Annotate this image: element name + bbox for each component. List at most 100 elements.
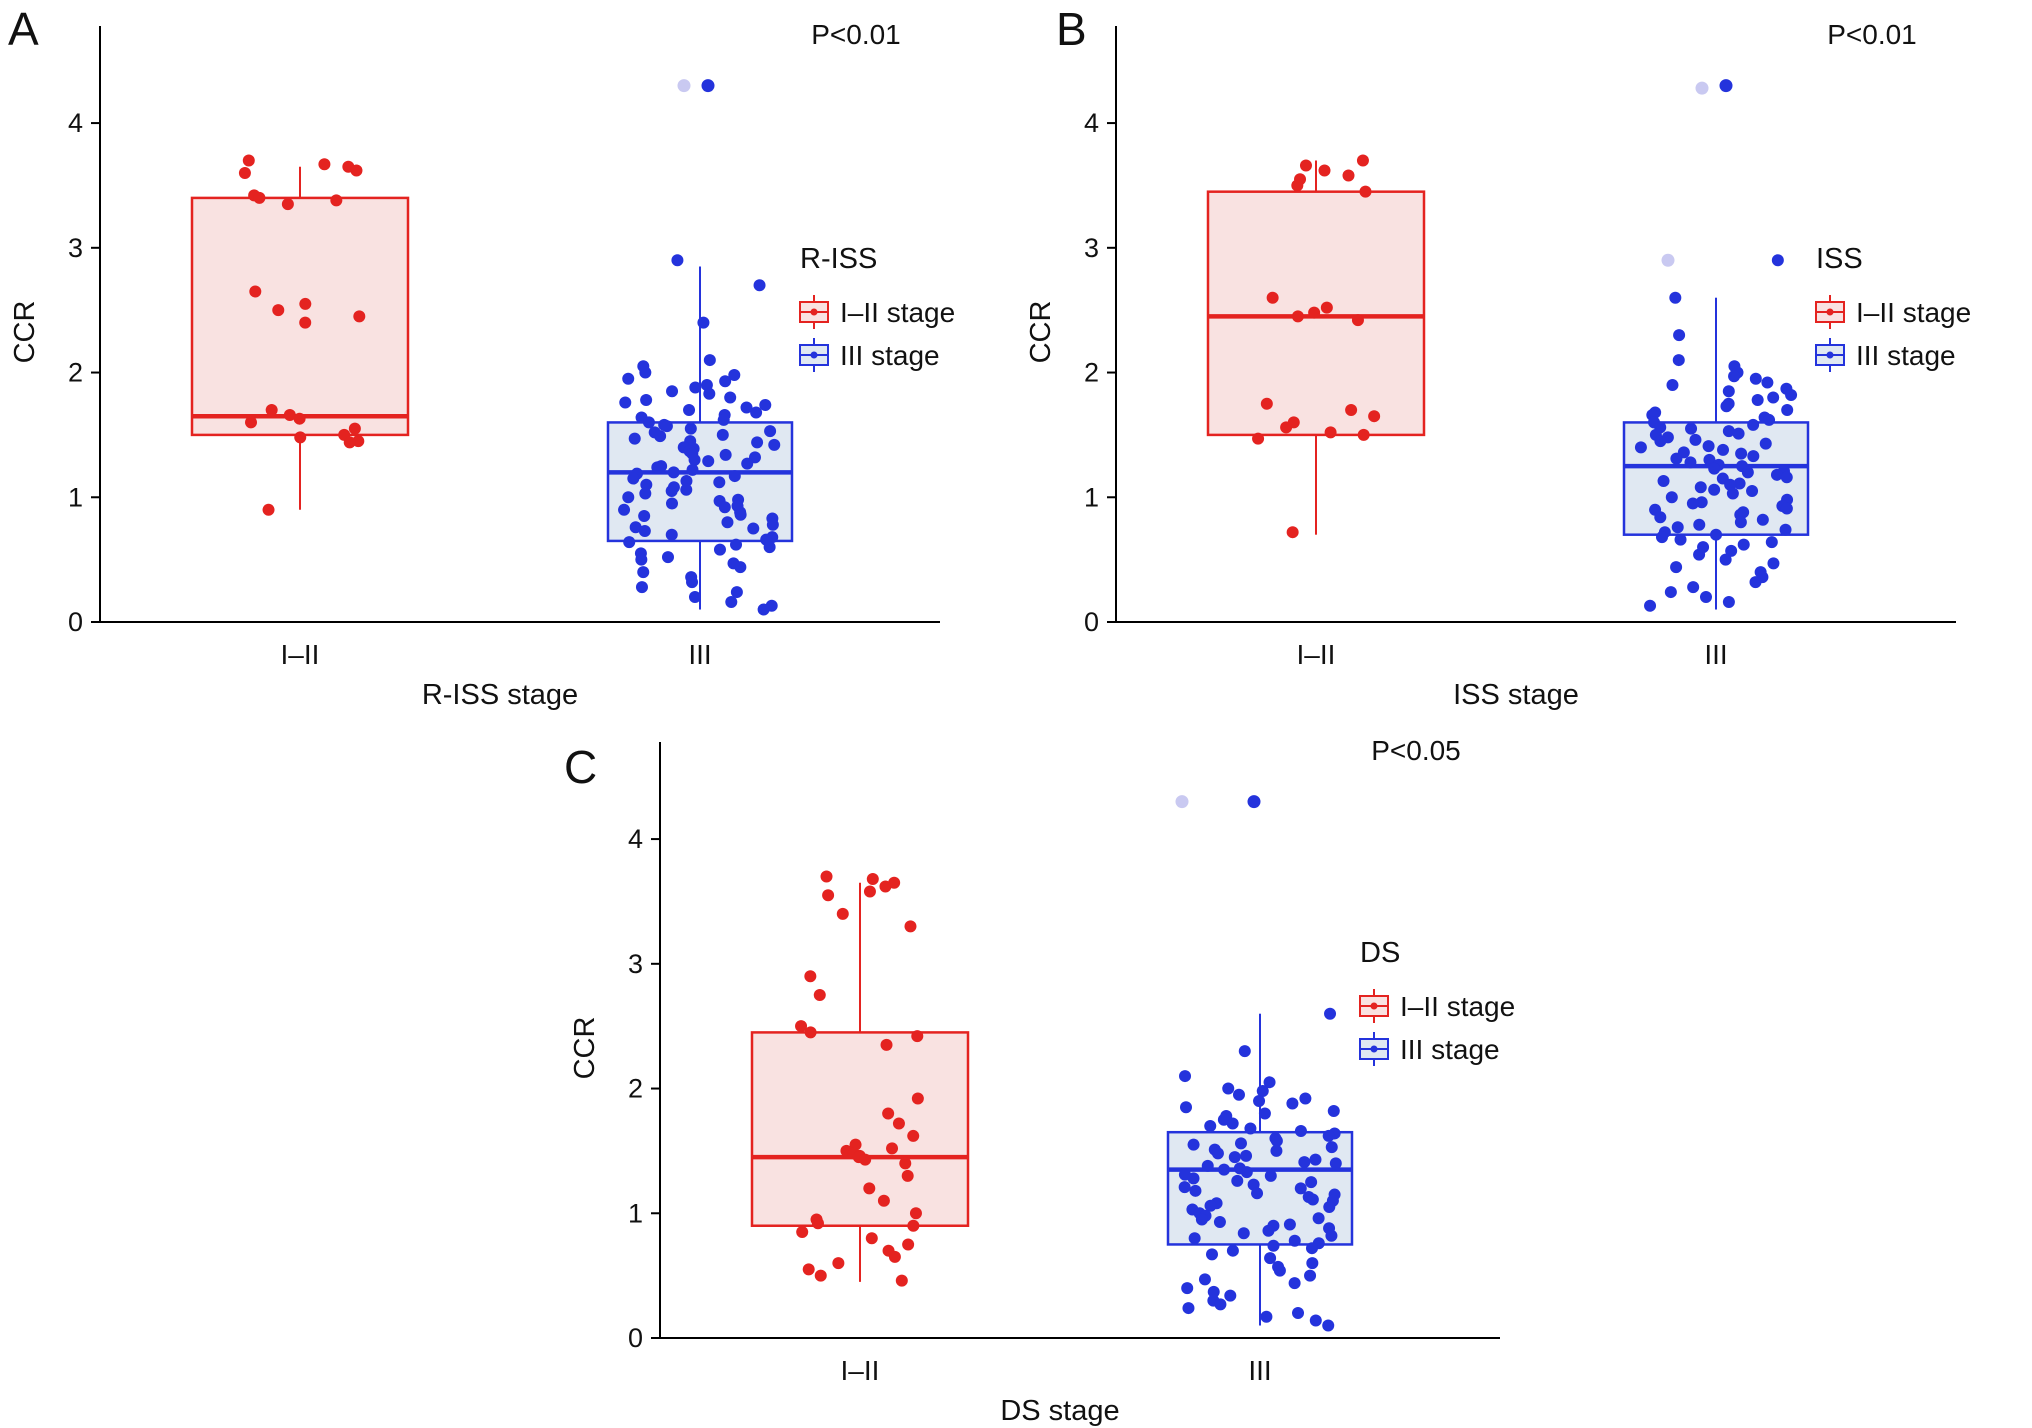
- data-point: [725, 596, 738, 609]
- data-point: [763, 541, 776, 554]
- data-point: [1785, 388, 1798, 401]
- data-point: [1720, 400, 1733, 413]
- data-point: [1359, 185, 1372, 198]
- data-point: [902, 1238, 915, 1251]
- chart-svg-a: 0 1 2 3 4 I–II III R-ISS stage CCR P<0.01 R-ISS I–I…: [9, 19, 955, 711]
- data-point: [629, 521, 642, 534]
- p-value-label: P<0.05: [1371, 735, 1461, 766]
- data-point: [730, 586, 743, 599]
- data-point: [1726, 487, 1739, 500]
- data-point: [907, 1219, 920, 1232]
- series-i-ii: [1206, 154, 1426, 539]
- data-point: [1767, 391, 1780, 404]
- data-point: [1234, 1137, 1247, 1150]
- legend: ISS I–II stage III stage: [1815, 243, 1971, 372]
- data-point: [863, 1182, 876, 1195]
- data-point: [751, 436, 764, 449]
- data-point: [1262, 1224, 1275, 1237]
- data-point: [740, 401, 753, 414]
- y-tick-label: 3: [628, 949, 643, 979]
- data-point: [1725, 544, 1738, 557]
- data-point: [1685, 422, 1698, 435]
- data-point: [1232, 1088, 1245, 1101]
- y-tick-label: 4: [628, 824, 643, 854]
- legend: DSI–II stage III stage: [1359, 937, 1515, 1066]
- data-point: [1329, 1157, 1342, 1170]
- data-point: [1780, 502, 1793, 515]
- data-point: [1323, 1201, 1336, 1214]
- x-axis-title: DS stage: [1000, 1395, 1119, 1427]
- data-point: [1291, 179, 1304, 192]
- data-point: [639, 366, 652, 379]
- data-point: [1253, 1095, 1266, 1108]
- data-point: [719, 375, 732, 388]
- data-point: [665, 485, 678, 498]
- data-point: [1240, 1149, 1253, 1162]
- data-point: [832, 1257, 845, 1270]
- data-point: [640, 478, 653, 491]
- data-point: [1351, 314, 1364, 327]
- scatter-points: [618, 79, 781, 616]
- data-point: [1286, 1097, 1299, 1110]
- data-point: [1260, 397, 1273, 410]
- data-point: [1263, 1076, 1276, 1089]
- data-point: [1733, 477, 1746, 490]
- data-point: [1693, 518, 1706, 531]
- data-point: [1324, 1007, 1337, 1020]
- data-point: [628, 432, 641, 445]
- series-i-ii: [190, 154, 410, 516]
- data-point: [728, 369, 741, 382]
- data-point: [680, 483, 693, 496]
- data-point: [1693, 548, 1706, 561]
- data-point: [859, 1153, 872, 1166]
- legend-item-label: I–II stage: [1400, 991, 1515, 1022]
- data-point: [1717, 443, 1730, 456]
- data-point: [734, 561, 747, 574]
- data-point: [622, 491, 635, 504]
- x-tick-label: III: [688, 639, 711, 670]
- legend-item-label: III stage: [840, 340, 940, 371]
- data-point: [640, 393, 653, 406]
- data-point: [1195, 1213, 1208, 1226]
- data-point: [318, 158, 331, 171]
- data-point: [1654, 435, 1667, 448]
- data-point: [1318, 164, 1331, 177]
- data-point: [1211, 1147, 1224, 1160]
- data-point: [1204, 1119, 1217, 1132]
- chart-svg-c: 0 1 2 3 4 I–II III DS stage CCR P<0.05 DSI–II stag…: [569, 735, 1515, 1427]
- data-point: [627, 472, 640, 485]
- data-point: [863, 885, 876, 898]
- data-point: [724, 391, 737, 404]
- data-point: [1732, 427, 1745, 440]
- data-point: [294, 431, 307, 444]
- y-tick-label: 2: [628, 1074, 643, 1104]
- x-axis-title: R-ISS stage: [422, 679, 578, 711]
- y-tick-label: 1: [628, 1198, 643, 1228]
- data-point: [1218, 1163, 1231, 1176]
- data-point: [1324, 426, 1337, 439]
- y-tick-label: 0: [628, 1323, 643, 1353]
- data-point: [880, 1038, 893, 1051]
- data-point: [804, 970, 817, 983]
- data-point: [680, 475, 693, 488]
- data-point: [686, 576, 699, 589]
- data-point: [1670, 561, 1683, 574]
- data-point: [1781, 403, 1794, 416]
- legend-key-point: [810, 351, 818, 359]
- data-point: [879, 880, 892, 893]
- data-point: [671, 254, 684, 267]
- data-point: [1304, 1269, 1317, 1282]
- panel-a-label: A: [8, 3, 39, 55]
- data-point: [1299, 1092, 1312, 1105]
- data-point: [1674, 533, 1687, 546]
- data-point: [1244, 1122, 1257, 1135]
- data-point: [1214, 1298, 1227, 1311]
- data-point: [661, 551, 674, 564]
- data-point: [1252, 432, 1265, 445]
- panel-c-chart: C 0 1 2 3 4 I–II III DS stage CCR P<0.05 DS I–II st…: [560, 712, 1576, 1428]
- panel-b-chart: B 0 1 2 3 4 I–II III ISS stage CCR P<0.01 ISS I–II …: [1016, 0, 2032, 712]
- data-point: [343, 436, 356, 449]
- data-point: [1309, 1314, 1322, 1327]
- data-point: [666, 385, 679, 398]
- data-point: [1686, 497, 1699, 510]
